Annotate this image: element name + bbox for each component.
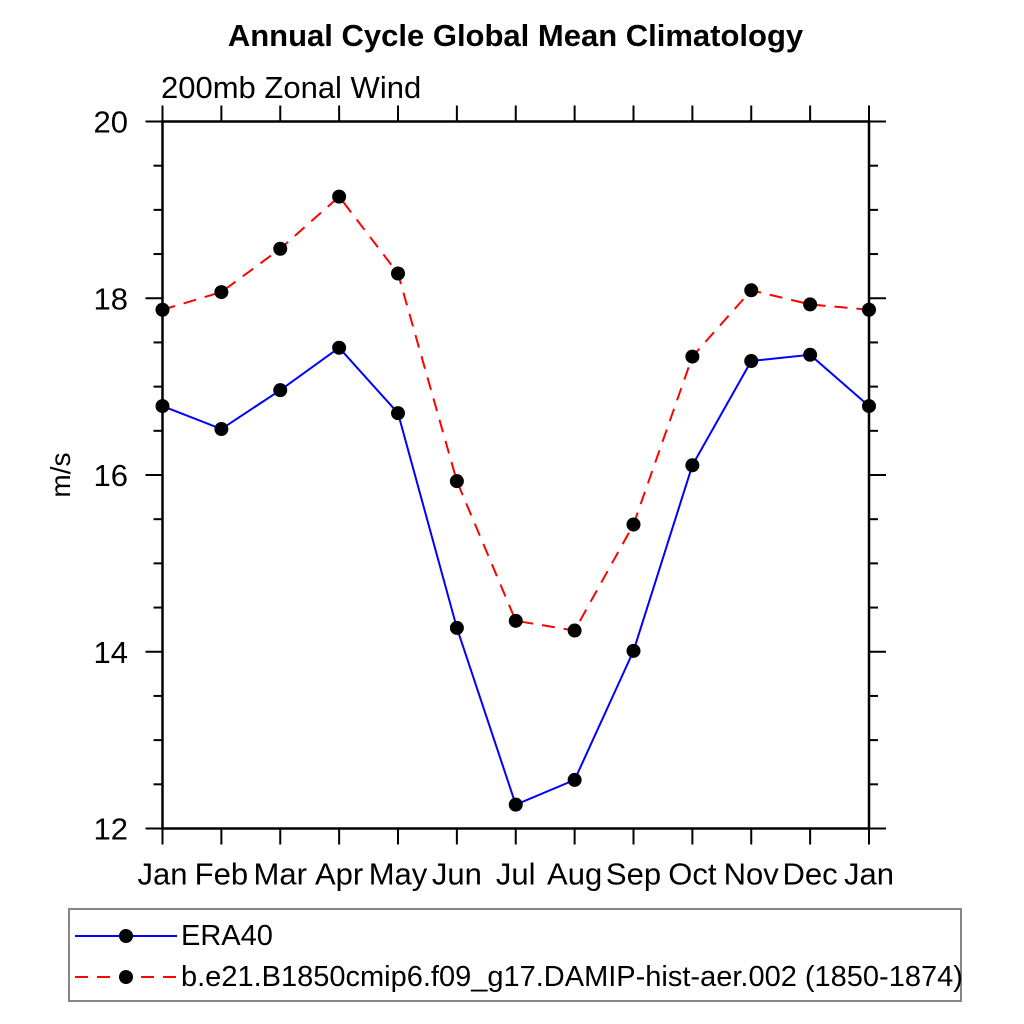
x-tick-label: Dec bbox=[783, 857, 838, 892]
x-tick-label: Jan bbox=[844, 857, 894, 892]
x-tick-label: Jul bbox=[496, 857, 536, 892]
y-tick-label: 16 bbox=[94, 458, 128, 493]
legend-marker-dot bbox=[119, 970, 133, 984]
data-point-model-may-4 bbox=[391, 266, 405, 281]
data-point-model-sep-8 bbox=[626, 517, 641, 532]
legend-sample-model bbox=[75, 970, 177, 984]
data-point-era40-oct-9 bbox=[685, 458, 700, 473]
legend-sample-era40 bbox=[75, 929, 177, 943]
legend-label-model: b.e21.B1850cmip6.f09_g17.DAMIP-hist-aer.… bbox=[181, 960, 963, 993]
data-point-era40-mar-2 bbox=[273, 383, 288, 398]
y-tick-label: 12 bbox=[94, 812, 128, 847]
series-line-era40 bbox=[162, 346, 870, 806]
x-tick-label: Nov bbox=[724, 857, 780, 892]
data-point-era40-nov-10 bbox=[744, 353, 759, 368]
data-point-model-feb-1 bbox=[214, 285, 229, 300]
legend-box: ERA40 b.e21.B1850cmip6.f09_g17.DAMIP-his… bbox=[68, 908, 963, 1002]
data-point-model-jan-0 bbox=[155, 302, 170, 317]
x-tick-label: Jun bbox=[432, 857, 482, 892]
x-tick-label: Feb bbox=[195, 857, 248, 892]
y-tick-label: 18 bbox=[94, 281, 128, 316]
legend-label-era40: ERA40 bbox=[181, 919, 273, 952]
chart-title: Annual Cycle Global Mean Climatology bbox=[227, 18, 804, 53]
data-point-model-jan-12 bbox=[862, 302, 876, 317]
data-point-era40-dec-11 bbox=[803, 347, 818, 362]
data-point-model-aug-7 bbox=[567, 623, 582, 638]
data-point-model-mar-2 bbox=[273, 241, 288, 256]
x-tick-label: May bbox=[369, 857, 428, 892]
data-point-era40-jun-5 bbox=[449, 620, 464, 635]
data-point-era40-jan-12 bbox=[862, 399, 876, 414]
data-point-model-jul-6 bbox=[508, 613, 523, 628]
data-point-era40-apr-3 bbox=[332, 340, 347, 355]
y-tick-label: 20 bbox=[94, 105, 128, 140]
legend-item-era40: ERA40 bbox=[73, 920, 273, 952]
chart-subtitle: 200mb Zonal Wind bbox=[161, 70, 422, 105]
y-axis-label: m/s bbox=[45, 452, 76, 497]
data-point-era40-sep-8 bbox=[626, 643, 641, 658]
x-tick-label: Aug bbox=[547, 857, 602, 892]
data-point-era40-jul-6 bbox=[508, 797, 523, 812]
legend-marker-dot bbox=[119, 929, 133, 943]
data-point-era40-may-4 bbox=[391, 406, 405, 421]
x-tick-label: Jan bbox=[138, 857, 188, 892]
data-point-model-jun-5 bbox=[449, 474, 464, 489]
x-tick-label: Mar bbox=[254, 857, 307, 892]
data-point-model-oct-9 bbox=[685, 349, 700, 364]
data-point-model-apr-3 bbox=[332, 189, 347, 204]
x-tick-label: Oct bbox=[668, 857, 717, 892]
legend-item-model: b.e21.B1850cmip6.f09_g17.DAMIP-hist-aer.… bbox=[73, 961, 963, 993]
data-point-era40-jan-0 bbox=[155, 399, 170, 414]
series-line-model bbox=[162, 195, 870, 632]
data-point-era40-feb-1 bbox=[214, 422, 229, 437]
y-tick-label: 14 bbox=[94, 635, 128, 670]
plot-frame bbox=[161, 120, 871, 830]
x-tick-label: Apr bbox=[315, 857, 363, 892]
data-point-model-nov-10 bbox=[744, 283, 759, 298]
x-tick-label: Sep bbox=[606, 857, 661, 892]
data-point-model-dec-11 bbox=[803, 297, 818, 312]
data-point-era40-aug-7 bbox=[567, 772, 582, 787]
